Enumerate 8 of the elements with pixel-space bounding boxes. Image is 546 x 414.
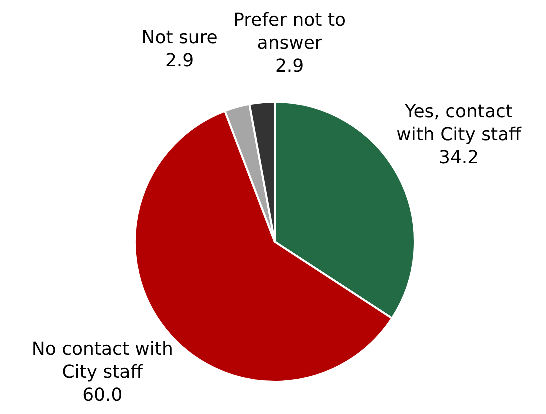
data-label: 34.2 bbox=[439, 147, 480, 168]
slice-label: Yes, contact with City staff bbox=[396, 101, 522, 146]
slice-label: Not sure bbox=[142, 27, 218, 48]
data-label: 60.0 bbox=[82, 384, 123, 406]
data-label: 2.9 bbox=[275, 55, 304, 76]
slice-label: Prefer not to answer bbox=[234, 9, 346, 54]
data-label: 2.9 bbox=[165, 50, 194, 72]
slice-label: No contact with City staff bbox=[32, 338, 174, 382]
